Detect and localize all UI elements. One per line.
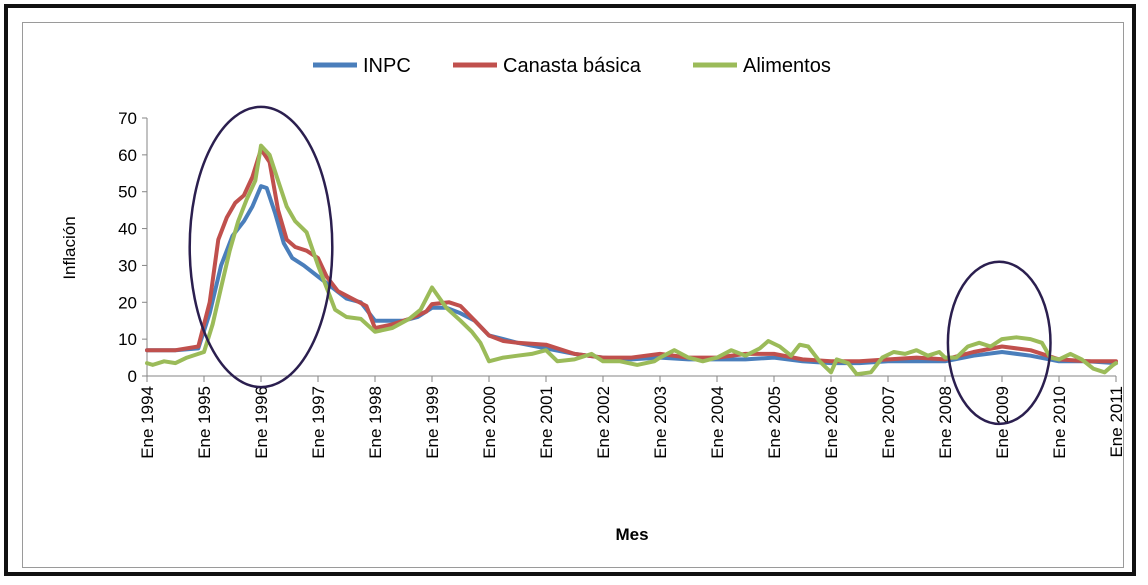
x-tick-label: Ene 1995 bbox=[195, 386, 214, 459]
x-tick-label: Ene 2003 bbox=[651, 386, 670, 459]
chart-area-border bbox=[22, 22, 1124, 568]
legend: INPC Canasta básica Alimentos bbox=[313, 55, 831, 77]
highlight-ellipse bbox=[946, 260, 1052, 426]
highlight-ellipse bbox=[188, 105, 334, 389]
x-tick-label: Ene 2005 bbox=[765, 386, 784, 459]
x-tick-label: Ene 2009 bbox=[993, 386, 1012, 459]
y-tick-label: 20 bbox=[118, 293, 137, 312]
y-axis-title: Inflación bbox=[60, 216, 79, 279]
x-tick-label: Ene 2001 bbox=[537, 386, 556, 459]
legend-label: INPC bbox=[363, 55, 411, 77]
x-tick-label: Ene 2004 bbox=[708, 386, 727, 459]
series-line-2 bbox=[145, 143, 1118, 377]
x-axis-title: Mes bbox=[615, 525, 648, 544]
x-tick-label: Ene 2007 bbox=[879, 386, 898, 459]
y-tick-label: 70 bbox=[118, 109, 137, 128]
x-tick-label: Ene 1999 bbox=[423, 386, 442, 459]
x-tick-label: Ene 1997 bbox=[309, 386, 328, 459]
annotations bbox=[188, 105, 1052, 426]
axes: 0 10 20 30 40 50 60 70 Ene 1994 Ene 1995 Ene 1996 E… bbox=[118, 109, 1126, 459]
y-tick-label: 10 bbox=[118, 330, 137, 349]
y-tick-label: 30 bbox=[118, 256, 137, 275]
x-tick-label: Ene 2000 bbox=[480, 386, 499, 459]
x-tick-label: Ene 1996 bbox=[252, 386, 271, 459]
series-layer bbox=[145, 143, 1118, 377]
y-tick-label: 40 bbox=[118, 220, 137, 239]
x-tick-label: Ene 2011 bbox=[1107, 386, 1126, 458]
x-tick-label: Ene 2006 bbox=[822, 386, 841, 459]
y-tick-label: 0 bbox=[128, 367, 137, 386]
x-tick-label: Ene 1994 bbox=[138, 386, 157, 459]
legend-label: Alimentos bbox=[743, 55, 831, 77]
x-tick-label: Ene 2002 bbox=[594, 386, 613, 459]
y-tick-label: 60 bbox=[118, 146, 137, 165]
y-tick-label: 50 bbox=[118, 183, 137, 202]
x-tick-label: Ene 2008 bbox=[936, 386, 955, 459]
x-tick-label: Ene 2010 bbox=[1050, 386, 1069, 459]
legend-label: Canasta básica bbox=[503, 55, 642, 77]
x-tick-label: Ene 1998 bbox=[366, 386, 385, 459]
